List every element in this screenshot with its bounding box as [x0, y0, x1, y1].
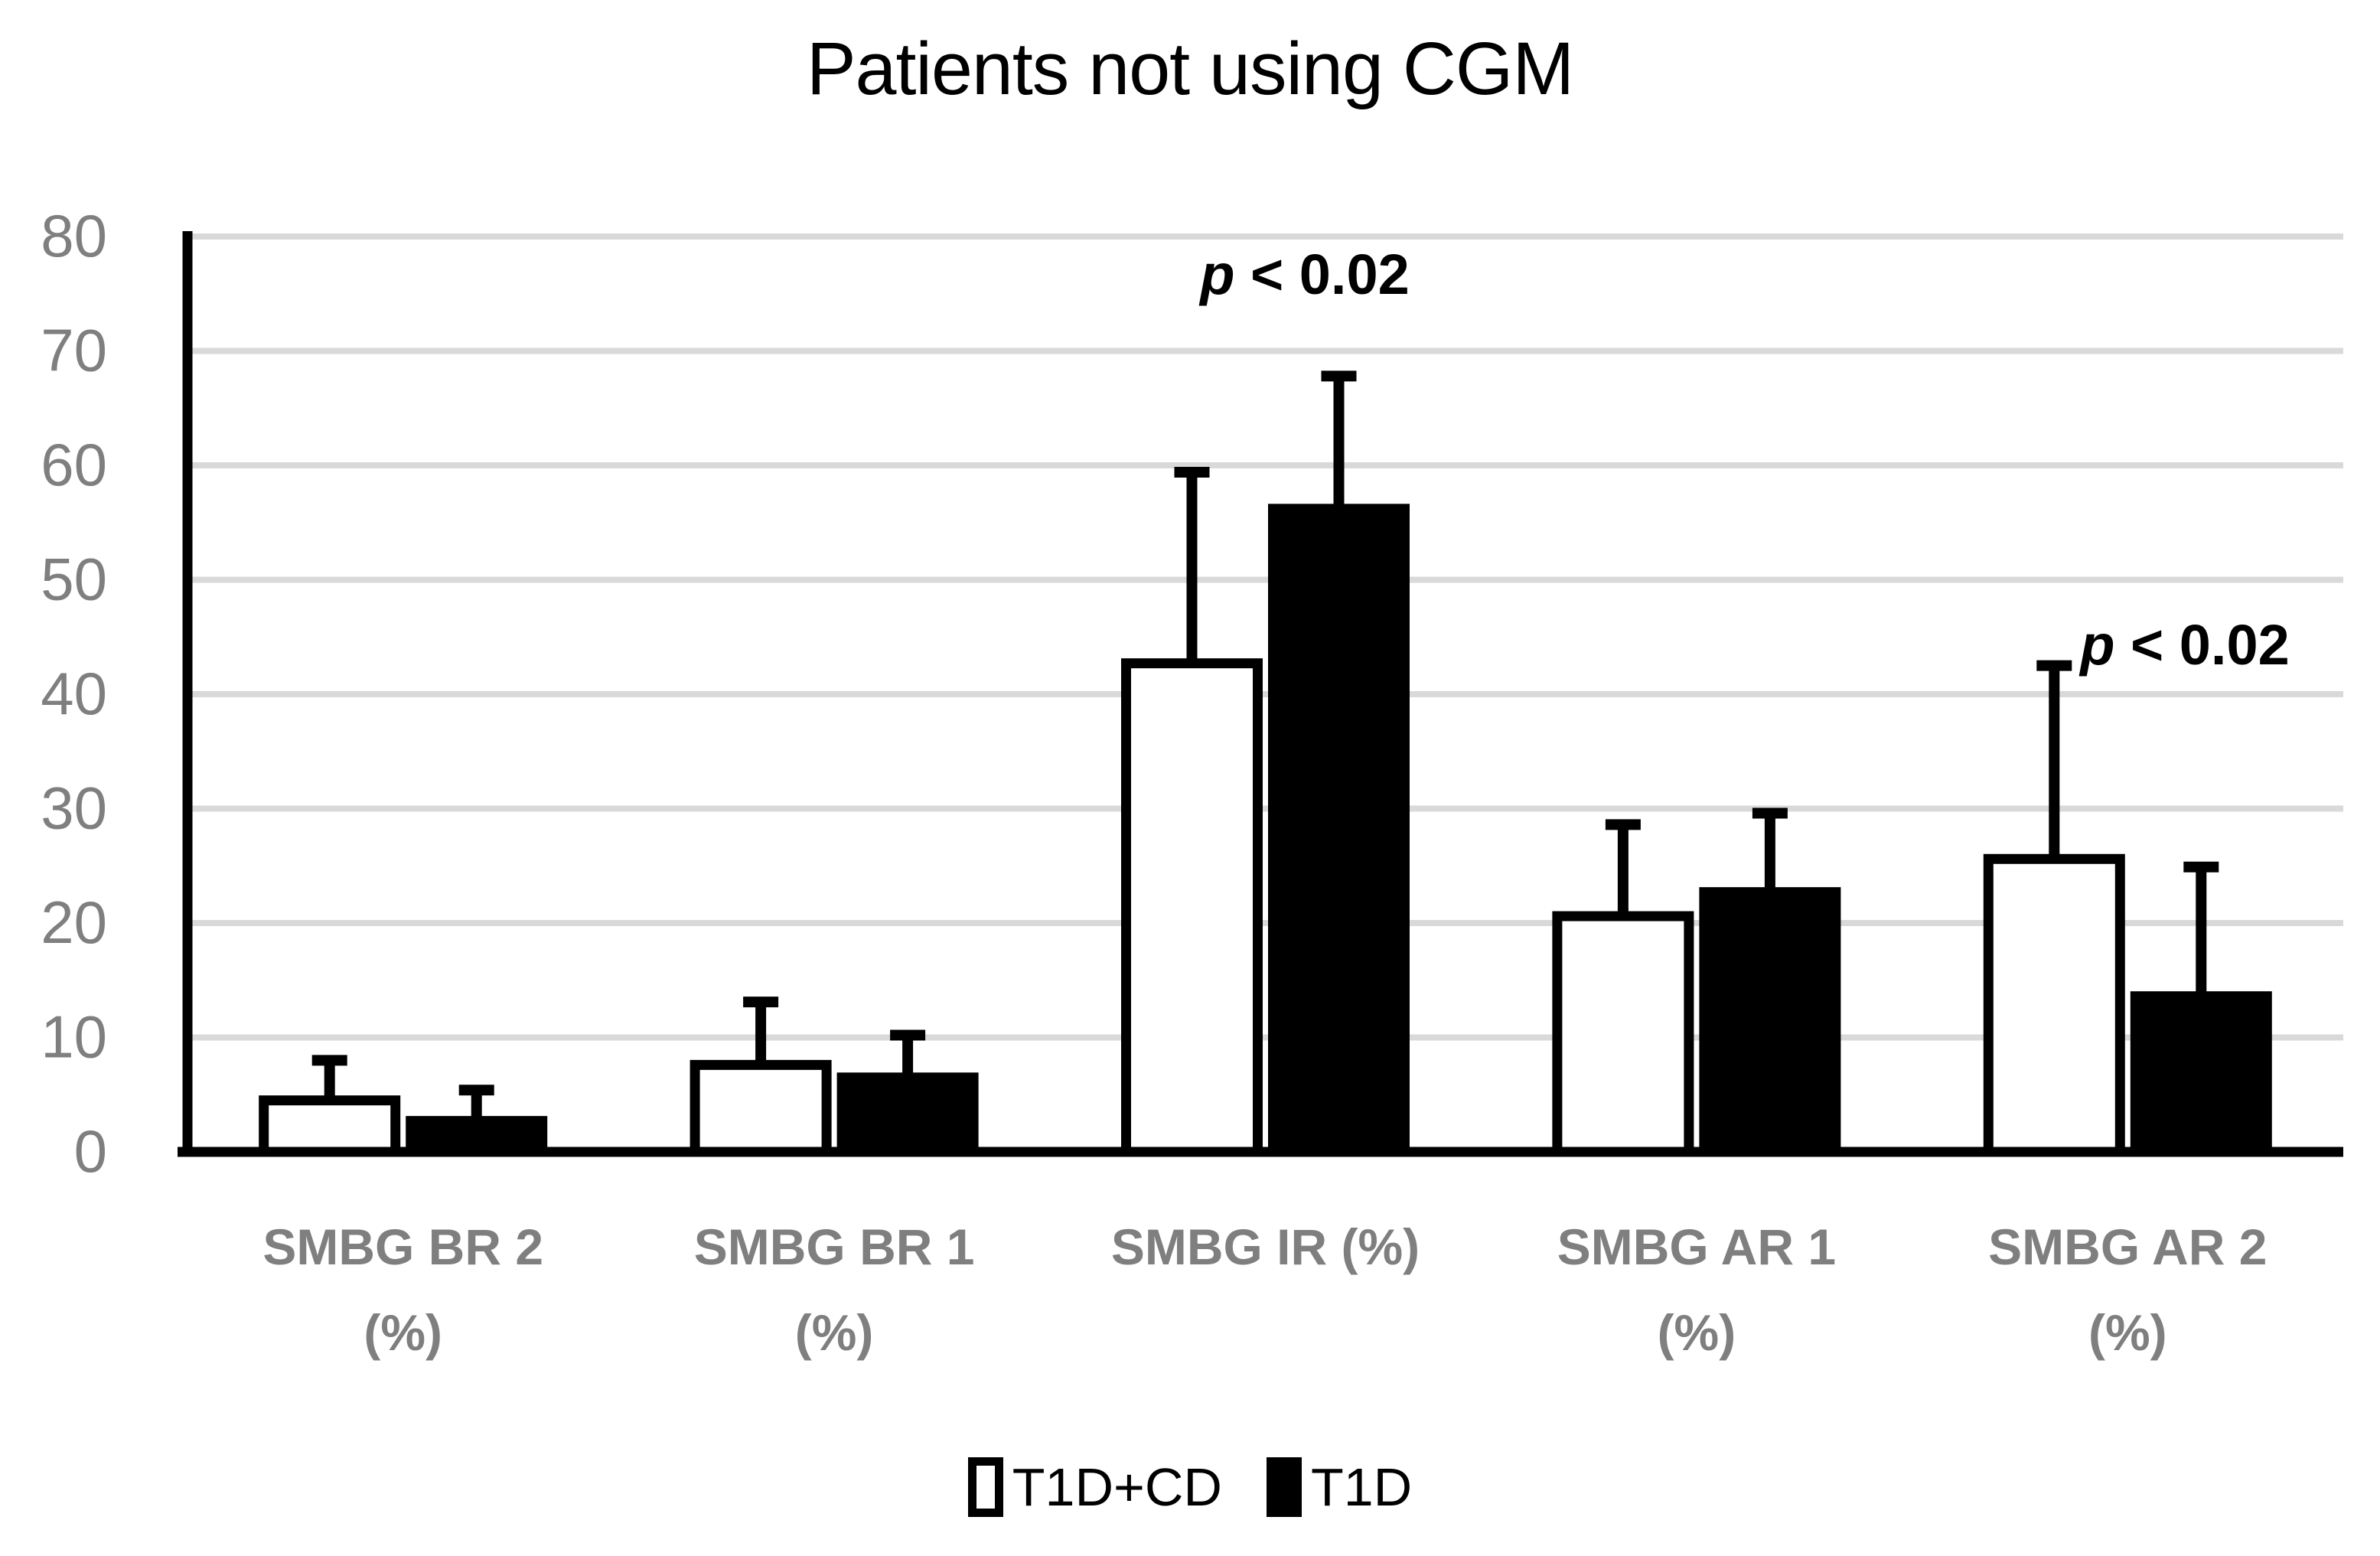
p-value-annotation: p < 0.02	[1200, 242, 1410, 307]
bar-T1D+CD	[259, 1095, 401, 1157]
p-threshold: < 0.02	[1234, 243, 1410, 306]
bar-T1D	[836, 1072, 979, 1157]
y-tick-label: 80	[41, 202, 107, 269]
x-category-label: SMBG BR 1 (%)	[694, 1218, 975, 1361]
y-tick-label: 10	[41, 1003, 107, 1071]
legend-swatch-t1d	[1266, 1457, 1302, 1517]
x-category-label: SMBG IR (%)	[1111, 1218, 1420, 1275]
y-tick-label: 20	[41, 889, 107, 956]
bar-T1D	[1268, 504, 1410, 1157]
x-category-label: SMBG AR 1 (%)	[1557, 1218, 1836, 1361]
bar-T1D+CD	[1121, 658, 1263, 1157]
y-tick-label: 60	[41, 431, 107, 498]
y-tick-label: 30	[41, 775, 107, 842]
x-category-label: SMBG AR 2 (%)	[1988, 1218, 2267, 1361]
legend-item-t1dcd: T1D+CD	[967, 1457, 1222, 1518]
y-tick-label: 50	[41, 546, 107, 613]
p-value-annotation: p < 0.02	[2080, 612, 2290, 677]
legend: T1D+CD T1D	[0, 1457, 2380, 1518]
x-category-label: SMBG BR 2 (%)	[262, 1218, 543, 1361]
y-tick-label: 40	[41, 660, 107, 727]
legend-swatch-t1dcd	[967, 1457, 1003, 1517]
y-tick-label: 0	[74, 1117, 107, 1185]
chart-title: Patients not using CGM	[806, 27, 1574, 110]
bar-T1D+CD	[690, 1059, 832, 1157]
legend-label-t1d: T1D	[1310, 1457, 1413, 1517]
bar-T1D	[1699, 887, 1841, 1157]
bar-T1D+CD	[1983, 853, 2125, 1157]
p-symbol: p	[2080, 613, 2115, 677]
legend-label-t1dcd: T1D+CD	[1012, 1457, 1222, 1517]
p-threshold: < 0.02	[2114, 613, 2290, 677]
bar-T1D+CD	[1552, 911, 1694, 1157]
y-tick-label: 70	[41, 317, 107, 384]
p-symbol: p	[1200, 243, 1235, 306]
bar-T1D	[2130, 991, 2272, 1157]
legend-item-t1d: T1D	[1266, 1457, 1413, 1518]
